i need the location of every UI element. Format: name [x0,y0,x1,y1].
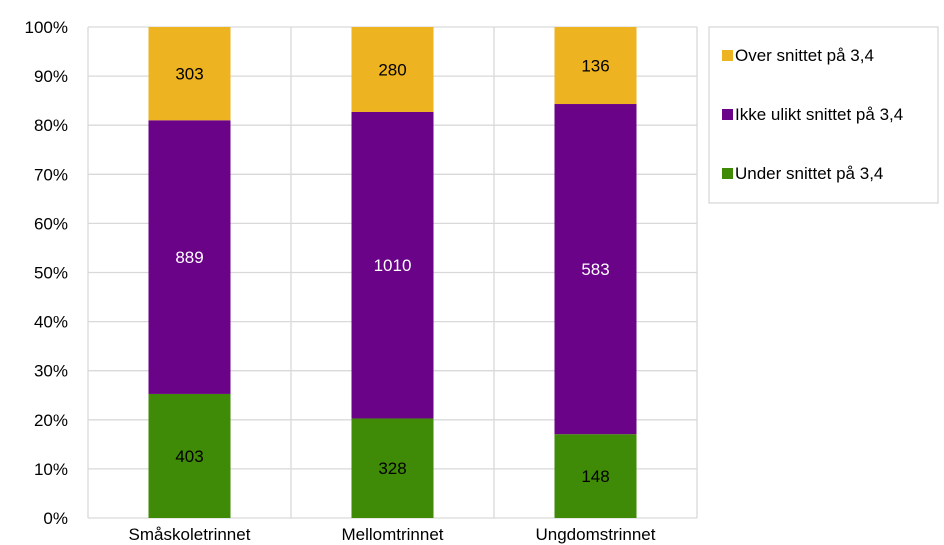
x-category-label: Ungdomstrinnet [535,525,655,544]
legend-swatch [722,50,733,61]
y-axis-tick-labels: 0% 10% 20% 30% 40% 50% 60% 70% 80% 90% 100% [25,18,68,528]
bar-segment [554,104,637,435]
bars [148,27,637,518]
data-label: 148 [581,467,609,486]
data-label: 136 [581,57,609,76]
y-tick-label: 30% [34,362,68,381]
bar-segment [148,393,231,518]
data-label: 583 [581,260,609,279]
data-label: 889 [175,248,203,267]
legend-entry: Under snittet på 3,4 [735,164,883,183]
y-tick-label: 40% [34,313,68,332]
y-tick-label: 90% [34,67,68,86]
bar-segment [351,27,434,112]
y-tick-label: 100% [25,18,68,37]
data-label: 1010 [374,256,412,275]
y-tick-label: 0% [43,509,68,528]
bar-segment [554,27,637,105]
legend-swatch [722,109,733,120]
y-tick-label: 20% [34,411,68,430]
legend-swatch [722,168,733,179]
legend-entry: Ikke ulikt snittet på 3,4 [735,105,903,124]
legend-frame [708,26,939,204]
legend: Over snittet på 3,4 Ikke ulikt snittet på… [708,26,939,204]
data-label: 328 [378,459,406,478]
x-category-label: Småskoletrinnet [129,525,251,544]
y-tick-label: 50% [34,264,68,283]
x-category-label: Mellomtrinnet [341,525,443,544]
x-axis-category-labels: Småskoletrinnet Mellomtrinnet Ungdomstrinn… [129,525,656,544]
data-label: 403 [175,447,203,466]
bar-segment [148,27,231,121]
bar-segment [554,434,637,518]
bar-segment [351,111,434,419]
y-tick-label: 80% [34,116,68,135]
bar-segment [351,418,434,518]
data-label: 280 [378,60,406,79]
data-label: 303 [175,65,203,84]
y-tick-label: 10% [34,460,68,479]
legend-entry: Over snittet på 3,4 [735,46,874,65]
data-labels: 403 889 303 328 1010 280 148 583 136 [175,57,609,487]
bar-segment [148,120,231,394]
y-tick-label: 70% [34,165,68,184]
y-tick-label: 60% [34,214,68,233]
